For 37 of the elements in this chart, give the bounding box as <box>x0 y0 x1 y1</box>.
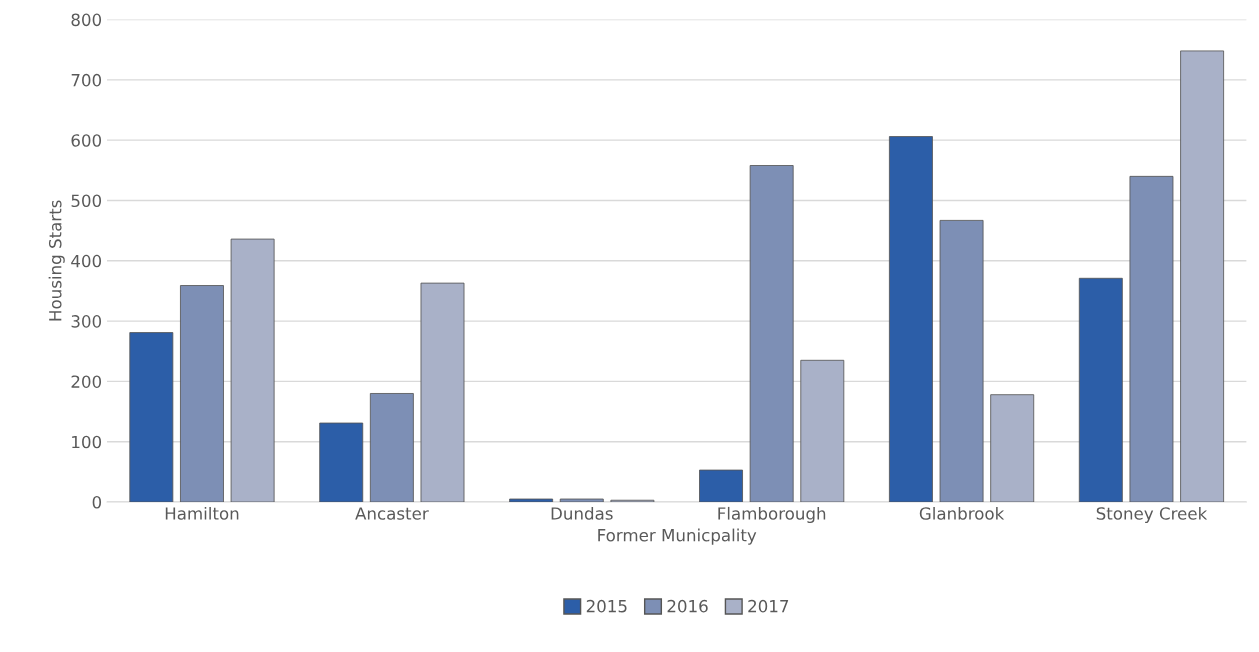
legend-label: 2015 <box>586 599 627 613</box>
bar <box>180 285 224 503</box>
y-tick-label: 400 <box>71 254 102 268</box>
bar <box>939 219 984 503</box>
bar <box>800 359 845 503</box>
bar <box>749 165 794 503</box>
y-tick-label: 500 <box>71 194 102 208</box>
bar <box>369 393 414 503</box>
x-tick-label: Dundas <box>551 506 613 520</box>
bar <box>990 394 1035 503</box>
x-tick-label: Glanbrook <box>919 506 1005 520</box>
legend-label: 2017 <box>748 599 789 613</box>
x-axis-title: Former Municpality <box>598 528 757 545</box>
y-axis-title: Housing Starts <box>48 200 65 321</box>
y-tick-label: 600 <box>71 134 102 147</box>
bar <box>1180 50 1225 503</box>
y-tick-label: 200 <box>71 375 102 388</box>
y-tick-label: 100 <box>72 435 102 449</box>
bar <box>129 332 174 503</box>
bar <box>319 422 364 503</box>
x-tick-label: Hamilton <box>165 506 239 520</box>
x-tick-label: Flamborough <box>718 506 826 524</box>
y-tick-label: 300 <box>71 315 102 328</box>
bar <box>420 282 465 503</box>
legend-label: 2016 <box>667 599 708 613</box>
y-tick-label: 700 <box>71 73 102 87</box>
bar <box>699 469 743 503</box>
bar <box>559 498 604 503</box>
y-tick-label: 800 <box>71 13 102 27</box>
bar <box>888 136 933 503</box>
bar <box>1129 175 1174 503</box>
x-tick-label: Ancaster <box>355 507 429 520</box>
x-tick-label: Stoney Creek <box>1096 506 1208 524</box>
bar <box>509 498 554 503</box>
bar <box>230 238 275 503</box>
bar <box>1078 277 1123 503</box>
y-tick-label: 0 <box>92 496 102 509</box>
